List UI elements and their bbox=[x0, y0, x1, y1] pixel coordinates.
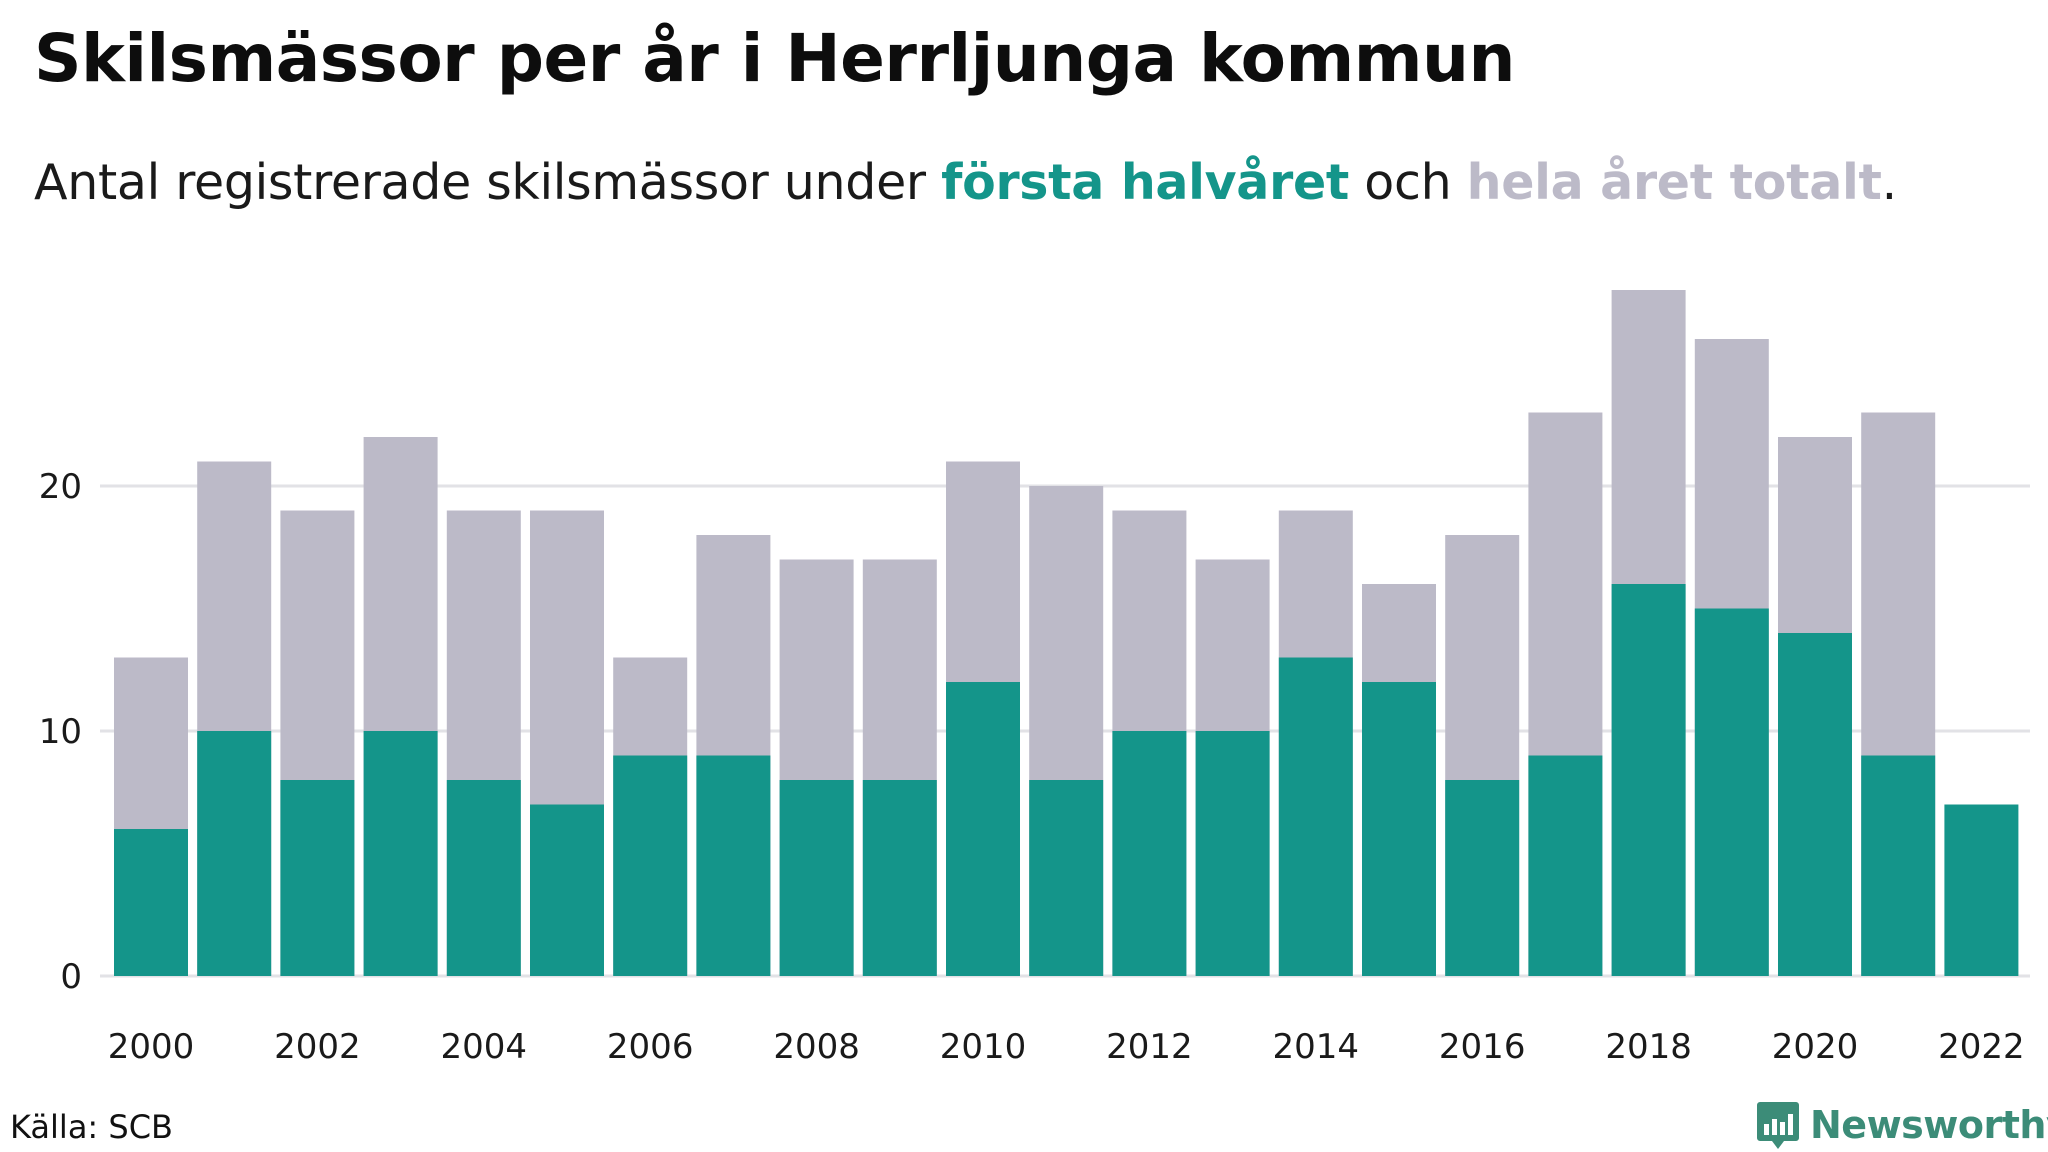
bar-first-half-2018 bbox=[1611, 584, 1686, 976]
bar-first-half-2017 bbox=[1528, 755, 1603, 976]
legend-full-year: hela året totalt bbox=[1466, 154, 1882, 211]
bar-first-half-2005 bbox=[530, 804, 604, 976]
bars bbox=[114, 290, 2019, 976]
bar-first-half-2022 bbox=[1944, 804, 2019, 976]
y-tick-label: 20 bbox=[39, 467, 82, 507]
x-axis-ticks: 2000 2002 2004 2006 2008 2010 2012 2014 2016 2018… bbox=[108, 1027, 2025, 1067]
legend-first-half: första halvåret bbox=[941, 154, 1349, 211]
bar-first-half-2000 bbox=[114, 829, 188, 976]
x-tick-label: 2004 bbox=[441, 1027, 528, 1067]
bar-first-half-2013 bbox=[1195, 731, 1270, 976]
x-tick-label: 2022 bbox=[1938, 1027, 2025, 1067]
bar-first-half-2007 bbox=[696, 755, 771, 976]
bar-first-half-2010 bbox=[946, 682, 1020, 976]
x-tick-label: 2016 bbox=[1439, 1027, 1526, 1067]
bar-first-half-2021 bbox=[1861, 755, 1936, 976]
bar-first-half-2019 bbox=[1694, 608, 1769, 976]
bar-first-half-2004 bbox=[446, 780, 521, 976]
x-tick-label: 2008 bbox=[773, 1027, 860, 1067]
bar-first-half-2006 bbox=[613, 755, 688, 976]
bar-first-half-2011 bbox=[1029, 780, 1104, 976]
source-label: Källa: SCB bbox=[10, 1108, 173, 1146]
bar-first-half-2015 bbox=[1362, 682, 1436, 976]
y-tick-label: 10 bbox=[39, 712, 82, 752]
subtitle-suffix: . bbox=[1881, 154, 1898, 211]
x-tick-label: 2000 bbox=[108, 1027, 195, 1067]
x-tick-label: 2014 bbox=[1273, 1027, 1360, 1067]
bar-first-half-2014 bbox=[1278, 657, 1353, 976]
x-tick-label: 2012 bbox=[1106, 1027, 1193, 1067]
brand-name: Newsworthy bbox=[1810, 1103, 2048, 1147]
bar-first-half-2002 bbox=[280, 780, 355, 976]
bar-first-half-2020 bbox=[1778, 633, 1852, 976]
x-tick-label: 2018 bbox=[1605, 1027, 1692, 1067]
bar-first-half-2009 bbox=[862, 780, 937, 976]
bar-first-half-2016 bbox=[1445, 780, 1520, 976]
bar-first-half-2003 bbox=[363, 731, 438, 976]
x-tick-label: 2010 bbox=[940, 1027, 1027, 1067]
bar-first-half-2008 bbox=[779, 780, 854, 976]
chart-title: Skilsmässor per år i Herrljunga kommun bbox=[34, 20, 1515, 97]
subtitle-mid: och bbox=[1349, 154, 1467, 211]
x-tick-label: 2006 bbox=[607, 1027, 694, 1067]
x-tick-label: 2020 bbox=[1772, 1027, 1859, 1067]
subtitle-prefix: Antal registrerade skilsmässor under bbox=[34, 154, 942, 211]
x-tick-label: 2002 bbox=[274, 1027, 361, 1067]
y-tick-label: 0 bbox=[60, 957, 82, 997]
y-axis-ticks: 0 10 20 bbox=[39, 467, 82, 997]
chart-subtitle: Antal registrerade skilsmässor under för… bbox=[34, 154, 1897, 211]
bar-first-half-2001 bbox=[197, 731, 272, 976]
bar-chart-speech-bubble-icon bbox=[1757, 1102, 1799, 1149]
bar-first-half-2012 bbox=[1112, 731, 1187, 976]
brand-logo: Newsworthy bbox=[1756, 1100, 2048, 1150]
